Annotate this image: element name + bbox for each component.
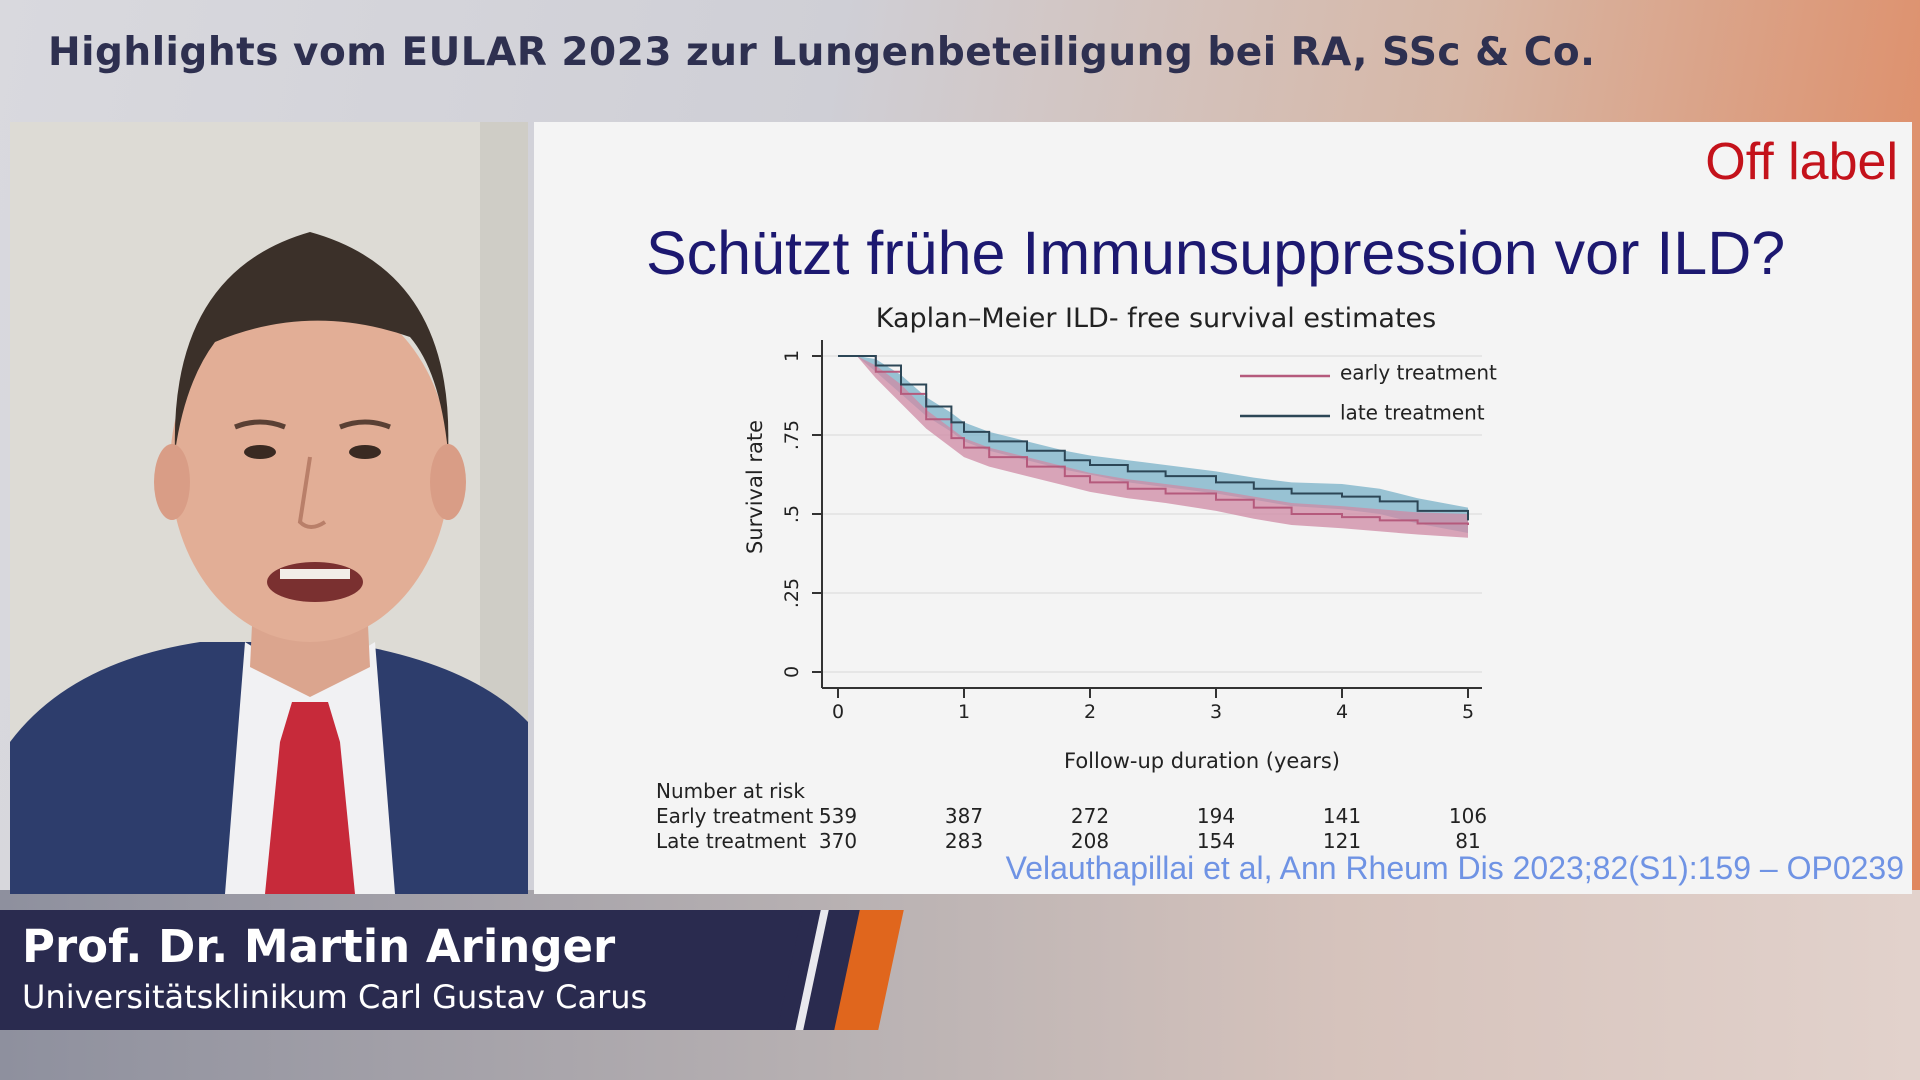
risk-table-header: Number at risk (656, 779, 805, 803)
risk-table-value: 283 (945, 829, 983, 853)
presentation-slide: Off label Schützt frühe Immunsuppression… (534, 122, 1912, 894)
slide-title: Schützt frühe Immunsuppression vor ILD? (646, 219, 1786, 287)
page-title: Highlights vom EULAR 2023 zur Lungenbete… (48, 30, 1596, 75)
risk-table-value: 81 (1455, 829, 1480, 853)
y-tick-label: 0 (781, 666, 803, 678)
y-tick-label: .25 (781, 578, 803, 608)
legend-label: early treatment (1340, 361, 1497, 385)
chart-title: Kaplan–Meier ILD- free survival estimate… (876, 303, 1436, 334)
x-tick-label: 1 (958, 701, 970, 723)
y-tick-label: .5 (781, 505, 803, 523)
off-label-badge: Off label (1705, 133, 1898, 191)
risk-table-value: 121 (1323, 829, 1361, 853)
speaker-video (10, 122, 528, 894)
kaplan-meier-chart: Kaplan–Meier ILD- free survival estimate… (656, 303, 1497, 853)
risk-table-value: 208 (1071, 829, 1109, 853)
x-ticks: 0 1 2 3 4 5 (832, 688, 1474, 723)
risk-table-value: 194 (1197, 804, 1235, 828)
speaker-portrait (10, 122, 528, 894)
late-treatment-ci-band (838, 356, 1468, 533)
risk-table-value: 387 (945, 804, 983, 828)
y-tick-label: 1 (781, 350, 803, 362)
y-axis-label: Survival rate (743, 420, 767, 554)
risk-table-value: 539 (819, 804, 857, 828)
late-treatment-line (838, 355, 1469, 521)
x-axis-label: Follow-up duration (years) (1064, 749, 1340, 773)
x-tick-label: 2 (1084, 701, 1096, 723)
citation: Velauthapillai et al, Ann Rheum Dis 2023… (1005, 850, 1904, 886)
lower-third-bar (0, 910, 820, 1030)
risk-table-value: 272 (1071, 804, 1109, 828)
x-tick-label: 0 (832, 701, 844, 723)
x-tick-label: 4 (1336, 701, 1348, 723)
risk-table-value: 106 (1449, 804, 1487, 828)
chart-legend: early treatment late treatment (1240, 361, 1497, 425)
legend-label: late treatment (1340, 401, 1485, 425)
risk-table-row-label: Early treatment (656, 804, 813, 828)
x-tick-label: 5 (1462, 701, 1474, 723)
speaker-affiliation: Universitätsklinikum Carl Gustav Carus (22, 978, 648, 1016)
risk-table-value: 370 (819, 829, 857, 853)
y-tick-label: .75 (781, 420, 803, 450)
risk-table-value: 154 (1197, 829, 1235, 853)
risk-table-value: 141 (1323, 804, 1361, 828)
x-tick-label: 3 (1210, 701, 1222, 723)
y-ticks: 0 .25 .5 .75 1 (781, 350, 822, 678)
risk-table-row-label: Late treatment (656, 829, 806, 853)
speaker-name: Prof. Dr. Martin Aringer (22, 920, 616, 973)
survival-curves (838, 355, 1469, 526)
